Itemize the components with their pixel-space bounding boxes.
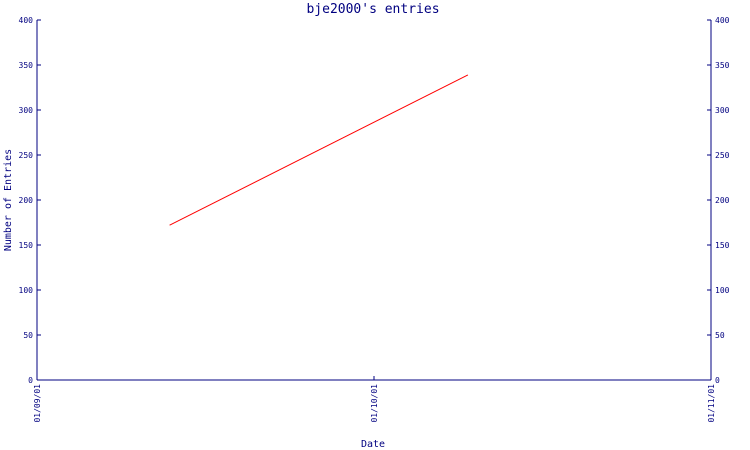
x-tick-label: 01/10/01	[370, 384, 379, 423]
y-tick-label-right: 50	[715, 331, 725, 340]
y-axis-label: Number of Entries	[3, 149, 14, 251]
chart-title: bje2000's entries	[306, 2, 439, 17]
y-tick-label-right: 0	[715, 376, 720, 385]
x-tick-label: 01/11/01	[707, 384, 716, 423]
y-tick-label-left: 400	[19, 16, 34, 25]
axes: 0 0 50 50 100 100 150 150 200 200 250 250 300 300 350 3…	[19, 16, 730, 423]
y-tick-label-left: 200	[19, 196, 34, 205]
y-tick-label-left: 150	[19, 241, 34, 250]
y-tick-label-left: 350	[19, 61, 34, 70]
y-tick-label-right: 400	[715, 16, 730, 25]
y-tick-label-right: 150	[715, 241, 730, 250]
x-axis-label: Date	[361, 439, 385, 450]
y-tick-label-right: 100	[715, 286, 730, 295]
series-line	[169, 74, 469, 226]
y-tick-label-right: 250	[715, 151, 730, 160]
y-tick-label-left: 300	[19, 106, 34, 115]
y-tick-label-left: 0	[28, 376, 33, 385]
x-tick-label: 01/09/01	[33, 384, 42, 423]
y-tick-label-left: 50	[23, 331, 33, 340]
y-tick-label-left: 100	[19, 286, 34, 295]
y-tick-label-right: 350	[715, 61, 730, 70]
plot-area	[169, 74, 469, 226]
y-tick-label-right: 200	[715, 196, 730, 205]
y-tick-label-right: 300	[715, 106, 730, 115]
y-tick-label-left: 250	[19, 151, 34, 160]
